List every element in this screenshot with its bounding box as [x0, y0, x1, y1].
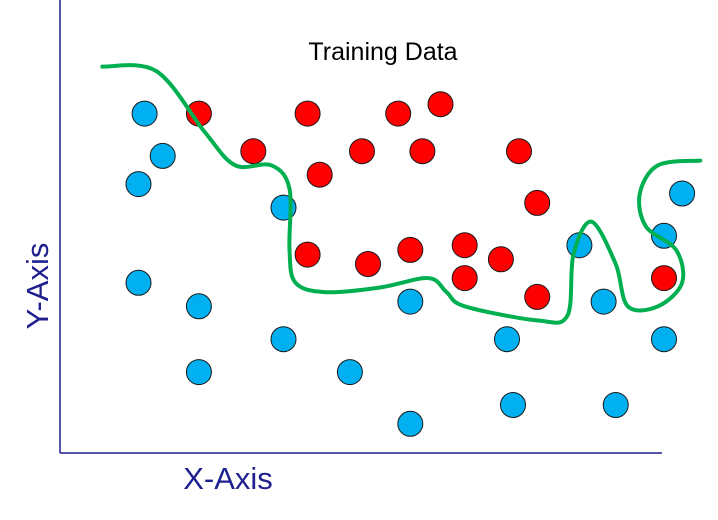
class-b-point-8 [306, 161, 333, 188]
class-b-point-14 [487, 246, 514, 273]
class-b-point-6 [409, 138, 436, 165]
class-a-point-14 [602, 392, 629, 418]
class-a-point-8 [336, 359, 363, 386]
class-a-point-2 [125, 171, 152, 198]
x-axis-label: X-Axis [183, 461, 273, 496]
class-b-point-2 [385, 100, 412, 127]
class-a-point-1 [149, 142, 176, 169]
class-b-point-5 [349, 138, 375, 165]
class-a-point-5 [185, 293, 212, 320]
y-axis-label: Y-Axis [20, 243, 55, 330]
class-a-point-18 [397, 410, 424, 437]
class-a-point-13 [590, 288, 617, 315]
chart-title: Training Data [308, 38, 457, 66]
class-b-point-13 [451, 232, 478, 259]
class-b-point-9 [524, 189, 551, 216]
decision-boundary-curve [100, 63, 703, 325]
class-a-point-7 [185, 359, 212, 386]
class-b-point-7 [506, 138, 532, 165]
class-a-point-9 [397, 288, 424, 315]
class-b-point-16 [524, 283, 551, 310]
class-b-point-11 [355, 251, 381, 277]
class-b-point-12 [397, 236, 424, 263]
class-b-point-17 [651, 265, 677, 292]
class-a-point-11 [500, 392, 526, 418]
class-b-point-4 [240, 138, 267, 165]
class-a-point-4 [125, 269, 152, 296]
class-b-point-3 [427, 91, 454, 118]
class-a-point-16 [651, 326, 677, 353]
class-b-point-15 [451, 265, 478, 292]
class-a-point-0 [131, 100, 158, 127]
class-a-point-17 [669, 180, 696, 207]
class-b-point-10 [294, 241, 321, 268]
class-b-point-1 [294, 100, 321, 127]
class-a-point-10 [494, 326, 520, 353]
class-a-point-6 [270, 326, 297, 353]
